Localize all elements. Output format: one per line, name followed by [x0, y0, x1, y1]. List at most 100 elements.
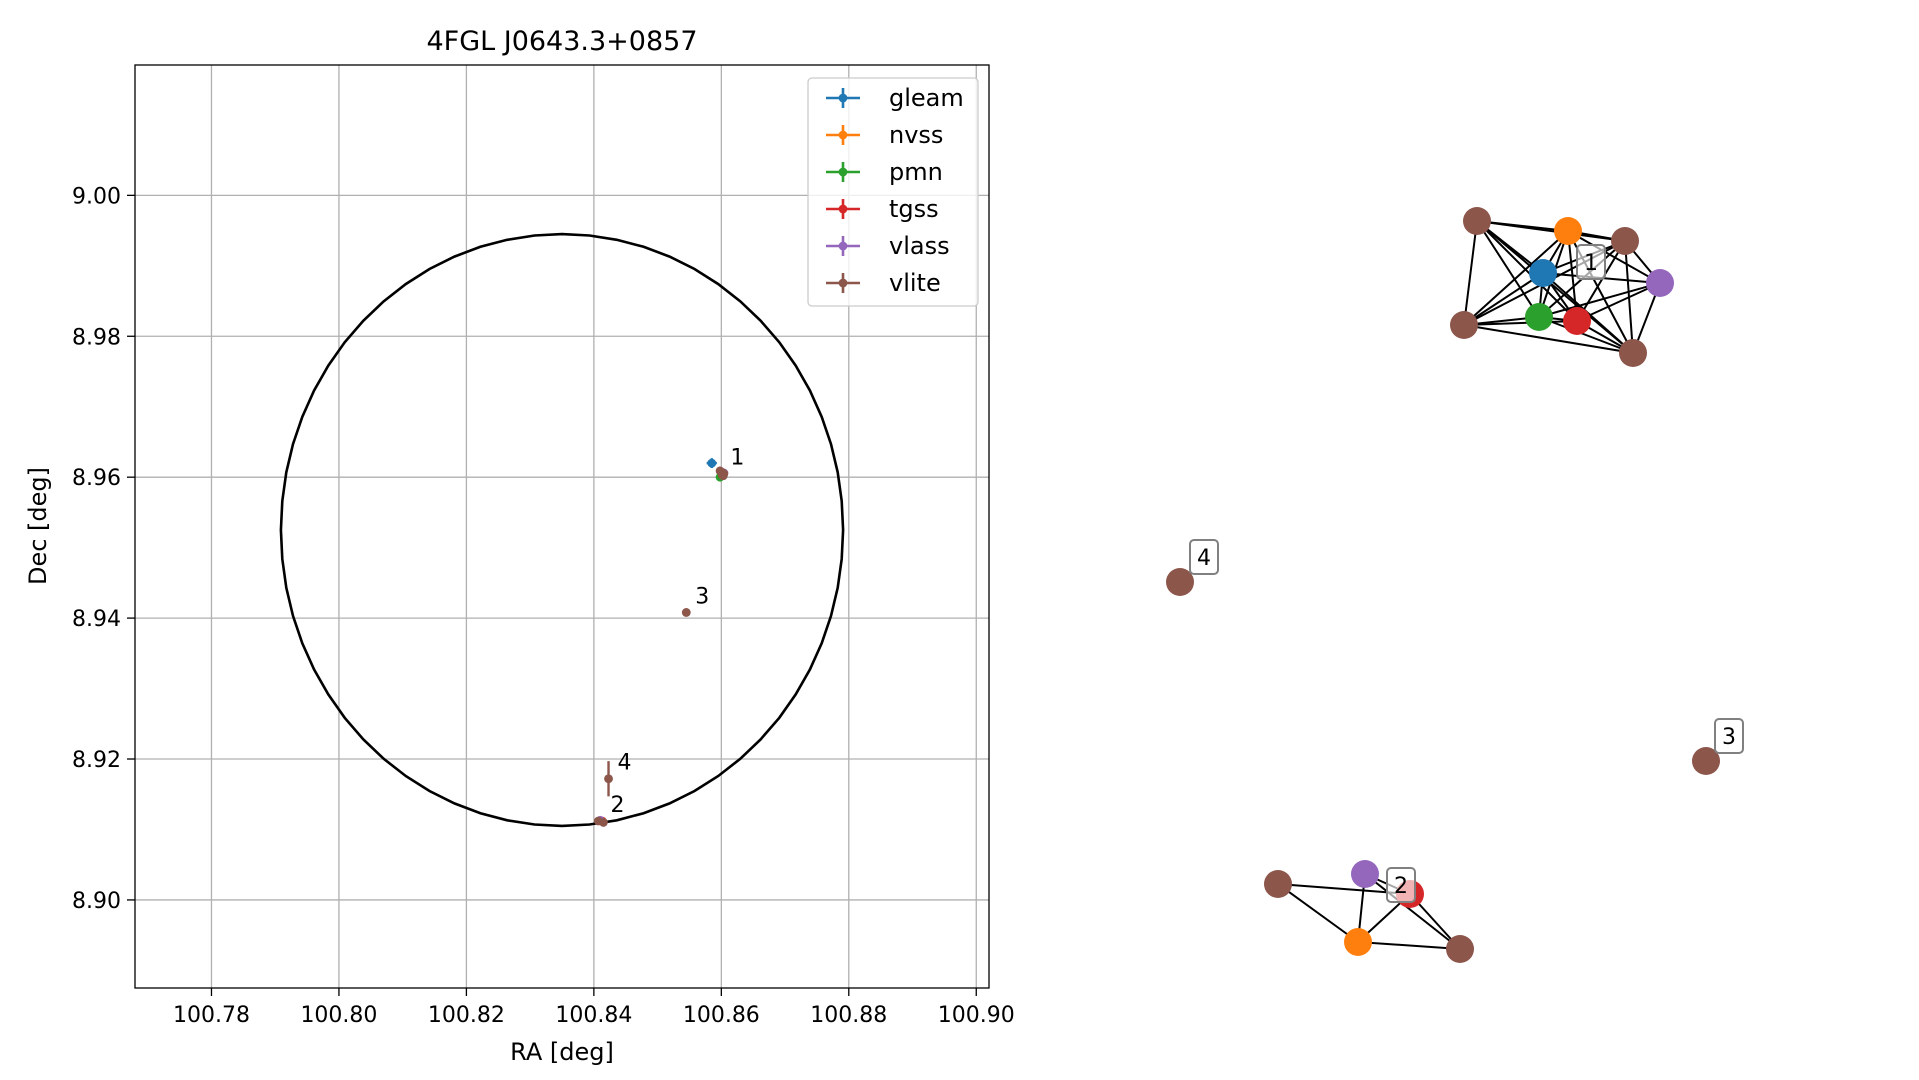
x-tick-label: 100.88 [810, 1003, 887, 1028]
graph-edge [1476, 220, 1578, 322]
legend-entry-pmn: pmn [826, 158, 943, 186]
point-annotations: 1 2 3 4 [611, 446, 745, 818]
axes-frame [134, 64, 990, 989]
y-tick-label: 8.94 [72, 607, 121, 632]
y-tick-label: 8.98 [72, 325, 121, 350]
legend-label: vlite [889, 269, 941, 297]
x-tick-label: 100.78 [173, 1003, 250, 1028]
legend-label: vlass [889, 232, 950, 260]
point-annotation: 2 [611, 793, 625, 818]
graph-node [1450, 311, 1478, 339]
group-labels: 1 2 3 4 [1189, 244, 1744, 903]
legend-swatch-marker [838, 167, 848, 177]
point-annotation: 3 [695, 584, 709, 609]
graph-edge [1576, 282, 1661, 322]
group-label-box [1386, 867, 1416, 903]
graph-node [1446, 935, 1474, 963]
graph-node [1166, 568, 1194, 596]
y-tick-label: 8.92 [72, 748, 121, 773]
y-tick-label: 8.96 [72, 466, 121, 491]
graph-edge [1463, 320, 1578, 326]
legend-label: nvss [889, 121, 943, 149]
ellipse-layer [279, 232, 845, 828]
graph-node [1344, 928, 1372, 956]
graph-edge [1567, 230, 1661, 284]
data-point-vlite [718, 471, 728, 481]
localization-ellipse [279, 232, 845, 828]
data-point-vlite [604, 761, 613, 797]
data-point-vlite [681, 608, 691, 617]
point-marker [599, 818, 608, 827]
graph-node [1351, 860, 1379, 888]
x-tick-label: 100.82 [428, 1003, 505, 1028]
node-layer [1166, 207, 1720, 963]
graph-edge [1463, 230, 1569, 326]
group-label-4: 4 [1189, 539, 1219, 575]
graph-node [1463, 207, 1491, 235]
point-annotation: 4 [618, 751, 632, 776]
x-tick-label: 100.80 [300, 1003, 377, 1028]
y-axis-label: Dec [deg] [24, 467, 52, 585]
legend-entry-vlass: vlass [826, 232, 950, 260]
points-layer [593, 458, 729, 827]
x-tick-label: 100.84 [555, 1003, 632, 1028]
group-label-2: 2 [1386, 867, 1416, 903]
legend-entry-nvss: nvss [826, 121, 943, 149]
graph-node [1554, 217, 1582, 245]
legend-entries: gleam nvss pmn tgss vlass vlite [826, 84, 964, 297]
point-annotation: 1 [730, 446, 744, 471]
point-marker [604, 774, 613, 784]
group-label-text: 2 [1394, 874, 1408, 899]
legend: gleam nvss pmn tgss vlass vlite [807, 77, 979, 307]
data-point-gleam [706, 458, 717, 469]
x-axis-label: RA [deg] [510, 1038, 614, 1066]
group-label-box [1189, 539, 1219, 575]
y-tick-label: 9.00 [72, 184, 121, 209]
group-label-3: 3 [1714, 718, 1744, 754]
legend-entry-tgss: tgss [826, 195, 939, 223]
graph-edge [1538, 282, 1661, 318]
graph-edge [1463, 272, 1544, 326]
graph-edge [1538, 316, 1634, 354]
ticks: 100.78 100.80 100.82 100.84 100.86 100.88 100.… [72, 184, 1015, 1028]
legend-swatch-marker [838, 204, 848, 214]
graph-edge [1463, 324, 1634, 354]
group-label-text: 3 [1722, 725, 1736, 750]
graph-node [1529, 259, 1557, 287]
group-label-box [1576, 244, 1606, 280]
graph-node [1692, 747, 1720, 775]
network-graph: 1 2 3 4 [1166, 207, 1744, 963]
group-label-text: 4 [1197, 546, 1211, 571]
graph-edge [1576, 240, 1626, 322]
point-marker [681, 608, 691, 617]
x-tick-label: 100.90 [938, 1003, 1015, 1028]
data-point-vlite [599, 818, 608, 827]
group-label-text: 1 [1584, 251, 1598, 276]
point-marker [718, 471, 728, 481]
graph-node [1619, 339, 1647, 367]
legend-label: pmn [889, 158, 943, 186]
y-tick-label: 8.90 [72, 889, 121, 914]
chart-title: 4FGL J0643.3+0857 [426, 26, 697, 57]
graph-edge [1277, 883, 1359, 943]
graph-edge [1463, 220, 1478, 326]
legend-swatch-marker [838, 278, 848, 288]
legend-swatch-marker [838, 241, 848, 251]
group-label-1: 1 [1576, 244, 1606, 280]
graph-node [1563, 307, 1591, 335]
graph-node [1611, 227, 1639, 255]
graph-edge [1357, 941, 1461, 950]
legend-swatch-marker [838, 93, 848, 103]
point-marker [707, 458, 717, 468]
group-label-box [1714, 718, 1744, 754]
legend-entry-gleam: gleam [826, 84, 964, 112]
legend-entry-vlite: vlite [826, 269, 941, 297]
graph-edge [1364, 873, 1461, 950]
graph-node [1264, 870, 1292, 898]
sky-scatter-plot: 1 2 3 4 100.78 100.80 100.82 100.84 100.86 100.8… [24, 26, 1015, 1066]
graph-node [1646, 269, 1674, 297]
legend-swatch-marker [838, 130, 848, 140]
x-tick-label: 100.86 [683, 1003, 760, 1028]
legend-label: gleam [889, 84, 964, 112]
